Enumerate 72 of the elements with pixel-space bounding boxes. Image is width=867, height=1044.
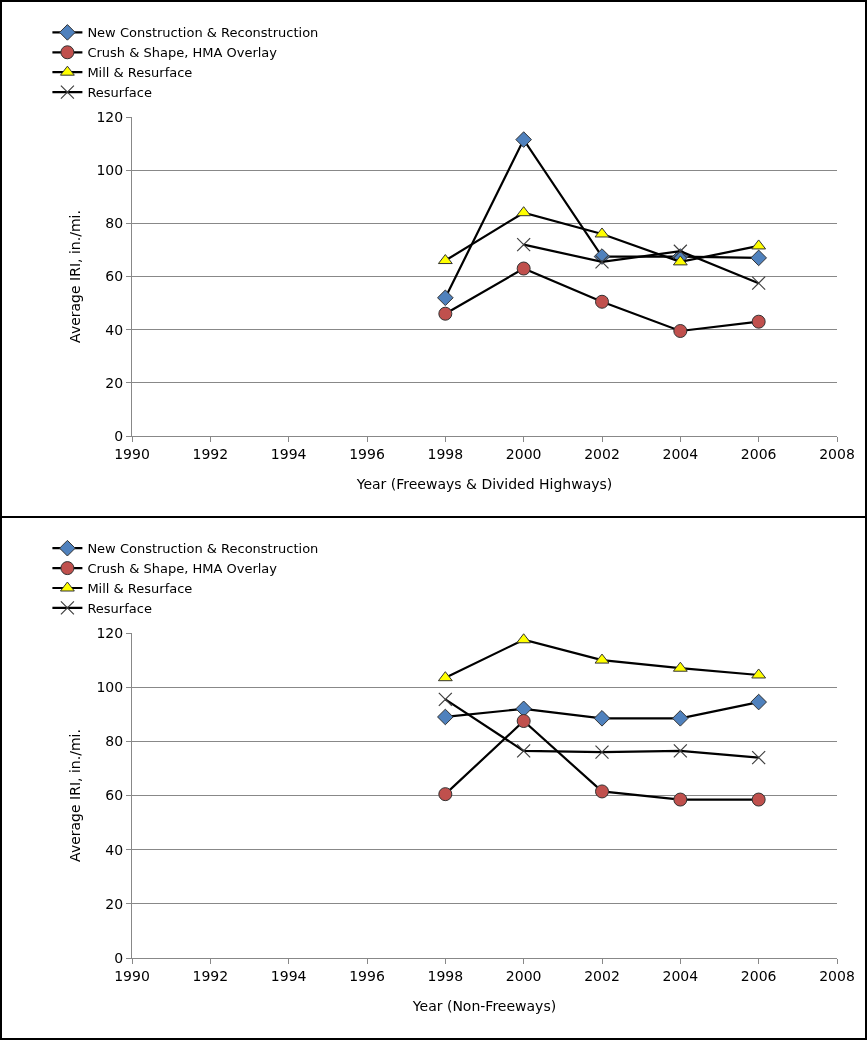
- x-tick-label: 2002: [584, 445, 620, 462]
- point: [516, 237, 531, 252]
- point: [437, 289, 454, 307]
- point: [516, 261, 531, 276]
- y-tick-label: 60: [105, 787, 124, 804]
- y-tick-label: 40: [105, 321, 124, 338]
- y-tick-label: 100: [96, 679, 124, 696]
- y-axis-title: Average IRI, in./mi.: [67, 210, 84, 343]
- point: [751, 276, 766, 291]
- y-tick-label: 0: [114, 949, 124, 966]
- x-tick-label: 1996: [349, 967, 385, 984]
- legend-label: New Construction & Reconstruction: [87, 541, 319, 557]
- point: [673, 244, 688, 259]
- legend-label: New Construction & Reconstruction: [87, 25, 319, 41]
- x-tick-label: 1998: [427, 967, 464, 984]
- point: [595, 784, 609, 799]
- legend-label: Resurface: [87, 600, 152, 616]
- y-tick-label: 120: [96, 624, 124, 641]
- point: [437, 708, 454, 726]
- x-tick-label: 2006: [740, 445, 777, 462]
- y-tick-label: 80: [105, 733, 124, 750]
- point: [593, 710, 611, 727]
- point: [438, 306, 453, 321]
- point: [673, 324, 688, 338]
- point: [515, 131, 532, 148]
- x-tick-label: 1992: [192, 445, 229, 462]
- legend-label: Crush & Shape, HMA Overlay: [87, 45, 278, 61]
- x-tick-label: 2008: [819, 445, 855, 462]
- x-tick-label: 2008: [819, 967, 855, 984]
- x-tick-label: 1994: [270, 445, 307, 462]
- x-tick-label: 1990: [114, 445, 150, 462]
- y-tick-label: 20: [105, 895, 124, 912]
- x-tick-label: 2000: [505, 445, 542, 462]
- point: [594, 745, 610, 760]
- legend-label: Mill & Resurface: [87, 581, 193, 597]
- y-tick-label: 80: [105, 215, 124, 232]
- y-tick-label: 100: [96, 162, 124, 179]
- legend-label: Mill & Resurface: [87, 65, 193, 81]
- point: [673, 743, 688, 758]
- x-tick-label: 2004: [662, 445, 699, 462]
- point: [750, 693, 767, 711]
- x-tick-label: 2006: [740, 967, 777, 984]
- point: [751, 750, 766, 765]
- point: [751, 792, 766, 807]
- point: [673, 792, 688, 807]
- x-tick-label: 2004: [662, 967, 699, 984]
- y-tick-label: 120: [96, 108, 124, 125]
- point: [751, 314, 766, 329]
- x-tick-label: 1992: [192, 967, 229, 984]
- x-tick-label: 1998: [427, 445, 464, 462]
- x-tick-label: 1990: [114, 967, 150, 984]
- y-tick-label: 40: [105, 841, 124, 858]
- y-tick-label: 0: [114, 427, 124, 444]
- x-tick-label: 1996: [349, 445, 385, 462]
- point: [672, 710, 689, 727]
- y-axis-title: Average IRI, in./mi.: [67, 729, 84, 862]
- x-axis-title: Year (Non-Freeways): [411, 998, 557, 1015]
- point: [438, 692, 453, 707]
- x-tick-label: 1994: [270, 967, 307, 984]
- point: [595, 294, 609, 309]
- point: [516, 714, 531, 729]
- x-tick-label: 2000: [505, 967, 542, 984]
- point: [594, 254, 610, 269]
- point: [438, 787, 453, 802]
- legend-label: Crush & Shape, HMA Overlay: [87, 561, 278, 577]
- legend-label: Resurface: [87, 85, 152, 101]
- y-tick-label: 20: [105, 374, 124, 391]
- y-tick-label: 60: [105, 268, 124, 285]
- x-tick-label: 2002: [584, 967, 620, 984]
- x-axis-title: Year (Freeways & Divided Highways): [355, 476, 613, 493]
- point: [516, 743, 531, 758]
- point: [750, 249, 767, 267]
